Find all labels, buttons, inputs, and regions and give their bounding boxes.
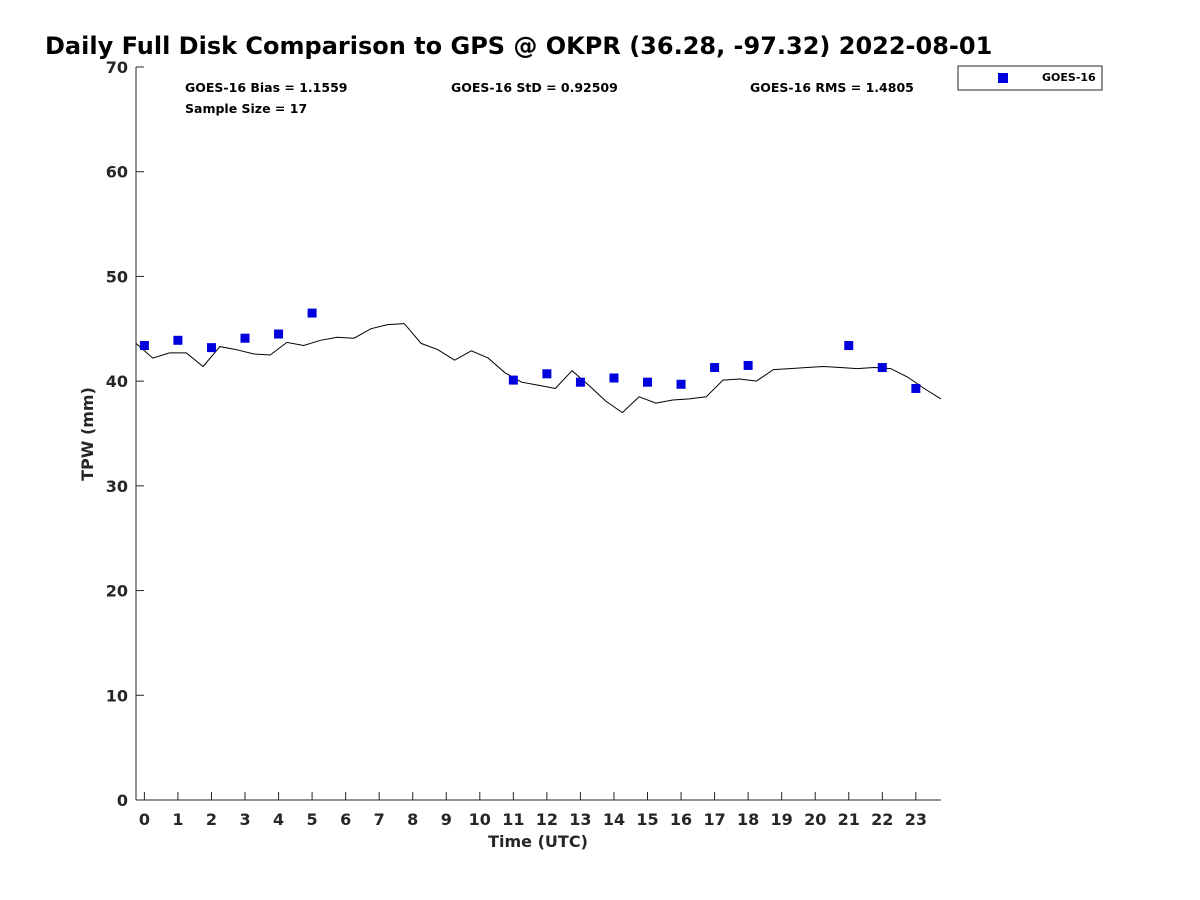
goes-16-point <box>575 377 585 387</box>
x-tick-label: 22 <box>871 810 893 829</box>
x-tick-label: 6 <box>340 810 351 829</box>
x-tick-label: 13 <box>569 810 591 829</box>
x-tick-label: 11 <box>502 810 524 829</box>
chart-title: Daily Full Disk Comparison to GPS @ OKPR… <box>45 32 992 60</box>
x-ticks: 0 1 2 3 4 5 6 7 8 9 10 11 12 13 14 15 16 17 18 19 20 21 22 23 <box>139 792 927 829</box>
x-tick-label: 3 <box>239 810 250 829</box>
x-tick-label: 5 <box>307 810 318 829</box>
goes-16-point <box>206 343 216 353</box>
x-tick-label: 20 <box>804 810 826 829</box>
goes-16-point <box>307 308 317 318</box>
y-tick-label: 50 <box>106 267 128 286</box>
goes-16-point <box>240 333 250 343</box>
y-tick-label: 20 <box>106 582 128 601</box>
x-tick-label: 2 <box>206 810 217 829</box>
sample-size-stat: Sample Size = 17 <box>185 101 307 116</box>
legend-label-goes-16: GOES-16 <box>1042 71 1096 84</box>
x-tick-label: 0 <box>139 810 150 829</box>
x-tick-label: 19 <box>771 810 793 829</box>
goes-16-point <box>274 329 284 339</box>
y-tick-label: 0 <box>117 791 128 810</box>
reference-line <box>135 323 942 414</box>
std-stat: GOES-16 StD = 0.92509 <box>451 80 618 95</box>
goes-16-point <box>743 360 753 370</box>
x-tick-label: 10 <box>469 810 491 829</box>
y-axis-label: TPW (mm) <box>78 387 97 481</box>
legend: GOES-16 <box>957 65 1103 91</box>
series-layer <box>135 308 942 414</box>
goes-16-point <box>139 341 149 351</box>
bias-stat: GOES-16 Bias = 1.1559 <box>185 80 347 95</box>
legend-box <box>957 65 1103 91</box>
x-tick-label: 14 <box>603 810 625 829</box>
goes-16-point <box>710 363 720 373</box>
y-tick-label: 30 <box>106 477 128 496</box>
x-tick-label: 1 <box>172 810 183 829</box>
goes-16-point <box>508 375 518 385</box>
x-tick-label: 15 <box>636 810 658 829</box>
y-tick-label: 40 <box>106 372 128 391</box>
y-tick-label: 70 <box>106 58 128 77</box>
goes-16-point <box>542 369 552 379</box>
goes-16-point <box>676 379 686 389</box>
y-ticks: 0 10 20 30 40 50 60 70 <box>106 58 144 810</box>
x-tick-label: 12 <box>536 810 558 829</box>
x-tick-label: 23 <box>905 810 927 829</box>
goes-16-point <box>173 335 183 345</box>
rms-stat: GOES-16 RMS = 1.4805 <box>750 80 914 95</box>
goes-16-point <box>609 373 619 383</box>
x-tick-label: 17 <box>703 810 725 829</box>
x-tick-label: 8 <box>407 810 418 829</box>
y-tick-label: 10 <box>106 686 128 705</box>
goes-16-point <box>911 383 921 393</box>
x-tick-label: 7 <box>374 810 385 829</box>
goes-16-point <box>844 341 854 351</box>
goes-16-point <box>877 363 887 373</box>
goes-16-point <box>643 377 653 387</box>
x-tick-label: 21 <box>838 810 860 829</box>
x-tick-label: 4 <box>273 810 284 829</box>
x-tick-label: 18 <box>737 810 759 829</box>
x-tick-label: 9 <box>441 810 452 829</box>
x-tick-label: 16 <box>670 810 692 829</box>
x-axis-label: Time (UTC) <box>488 832 588 851</box>
legend-marker-goes-16 <box>998 73 1008 83</box>
y-tick-label: 60 <box>106 163 128 182</box>
